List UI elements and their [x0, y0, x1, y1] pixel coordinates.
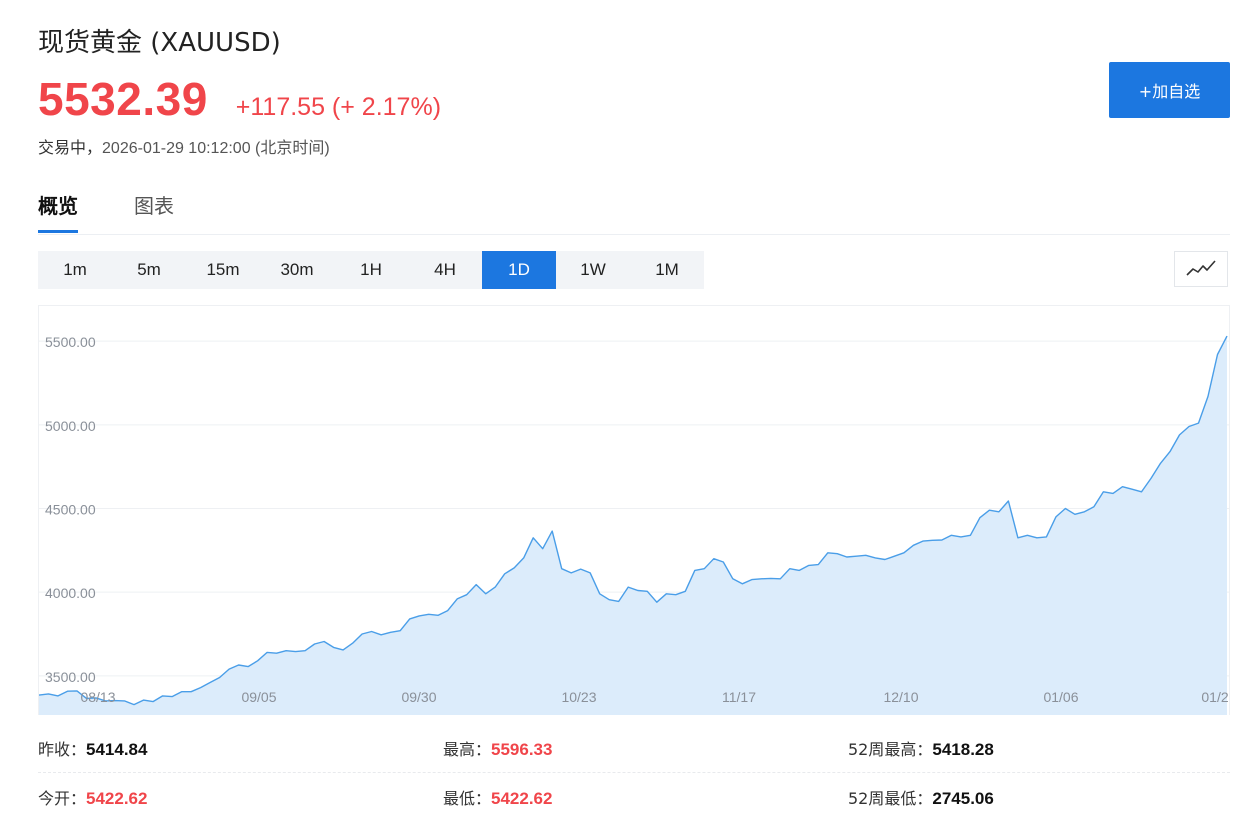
- tab-chart[interactable]: 图表: [134, 194, 174, 218]
- x-tick-label: 09/05: [241, 689, 276, 705]
- y-tick-label: 5500.00: [45, 334, 96, 350]
- stats-panel: 昨收：5414.84 最高：5596.33 52周最高：5418.28 今开：5…: [38, 724, 1230, 821]
- page-title: 现货黄金 (XAUUSD): [38, 28, 281, 58]
- stat-low: 最低：5422.62: [443, 785, 552, 809]
- stat-label: 52周最高：: [848, 740, 933, 759]
- period-1m[interactable]: 1m: [63, 260, 87, 279]
- period-selector: 1m 5m 15m 30m 1H 4H 1D 1W 1M: [38, 251, 704, 289]
- period-1w[interactable]: 1W: [580, 260, 606, 279]
- x-tick-label: 11/17: [722, 689, 756, 705]
- stat-value: 2745.06: [932, 789, 994, 808]
- x-tick-label: 09/30: [401, 689, 436, 705]
- line-chart-icon: [1186, 260, 1216, 276]
- stats-row-1: 昨收：5414.84 最高：5596.33 52周最高：5418.28: [38, 724, 1230, 773]
- chart-type-button[interactable]: [1174, 251, 1228, 287]
- stat-value: 5422.62: [491, 789, 553, 808]
- period-5m[interactable]: 5m: [137, 260, 161, 279]
- stat-label: 今开：: [38, 789, 87, 808]
- price-line: [39, 335, 1228, 706]
- x-tick-label: 10/23: [561, 689, 596, 705]
- stat-value: 5414.84: [86, 740, 148, 759]
- stat-52w-low: 52周最低：2745.06: [848, 785, 994, 809]
- tab-overview[interactable]: 概览: [38, 190, 78, 233]
- price-chart[interactable]: 5500.00 5000.00 4500.00 4000.00 3500.00 08/13…: [38, 305, 1230, 715]
- y-tick-label: 4000.00: [45, 585, 96, 601]
- tab-bar: 概览 图表: [38, 190, 1230, 235]
- price-chart-svg: 5500.00 5000.00 4500.00 4000.00 3500.00 08/13…: [39, 334, 1229, 715]
- period-4h[interactable]: 4H: [434, 260, 456, 279]
- period-30m[interactable]: 30m: [280, 260, 314, 279]
- period-1d[interactable]: 1D: [482, 251, 556, 289]
- y-tick-label: 3500.00: [45, 669, 96, 685]
- timestamp: 2026-01-29 10:12:00 (北京时间): [102, 140, 330, 157]
- x-tick-label: 01/06: [1043, 689, 1078, 705]
- price-row: 5532.39 +117.55 (+ 2.17%): [38, 72, 441, 126]
- stat-high: 最高：5596.33: [443, 736, 552, 760]
- stat-open: 今开：5422.62: [38, 785, 147, 809]
- period-1h[interactable]: 1H: [360, 260, 382, 279]
- add-watchlist-button[interactable]: +加自选: [1109, 62, 1230, 118]
- y-tick-label: 5000.00: [45, 418, 96, 434]
- current-price: 5532.39: [38, 73, 208, 125]
- stat-label: 最高：: [443, 740, 492, 759]
- price-area: [39, 336, 1227, 715]
- y-tick-label: 4500.00: [45, 501, 96, 517]
- period-15m[interactable]: 15m: [206, 260, 240, 279]
- stat-label: 52周最低：: [848, 789, 933, 808]
- status-label: 交易中，: [38, 138, 103, 157]
- stat-value: 5418.28: [932, 740, 994, 759]
- stat-value: 5422.62: [86, 789, 148, 808]
- price-change: +117.55 (+ 2.17%): [235, 93, 442, 121]
- stat-label: 最低：: [443, 789, 492, 808]
- period-1mo[interactable]: 1M: [655, 260, 679, 279]
- stats-row-2: 今开：5422.62 最低：5422.62 52周最低：2745.06: [38, 773, 1230, 821]
- x-tick-label: 08/13: [80, 689, 115, 705]
- x-tick-label: 01/2: [1201, 689, 1228, 705]
- x-tick-label: 12/10: [883, 689, 918, 705]
- stat-52w-high: 52周最高：5418.28: [848, 736, 994, 760]
- stat-value: 5596.33: [491, 740, 553, 759]
- trading-status: 交易中，2026-01-29 10:12:00 (北京时间): [38, 134, 330, 158]
- stat-label: 昨收：: [38, 740, 87, 759]
- stat-prev-close: 昨收：5414.84: [38, 736, 147, 760]
